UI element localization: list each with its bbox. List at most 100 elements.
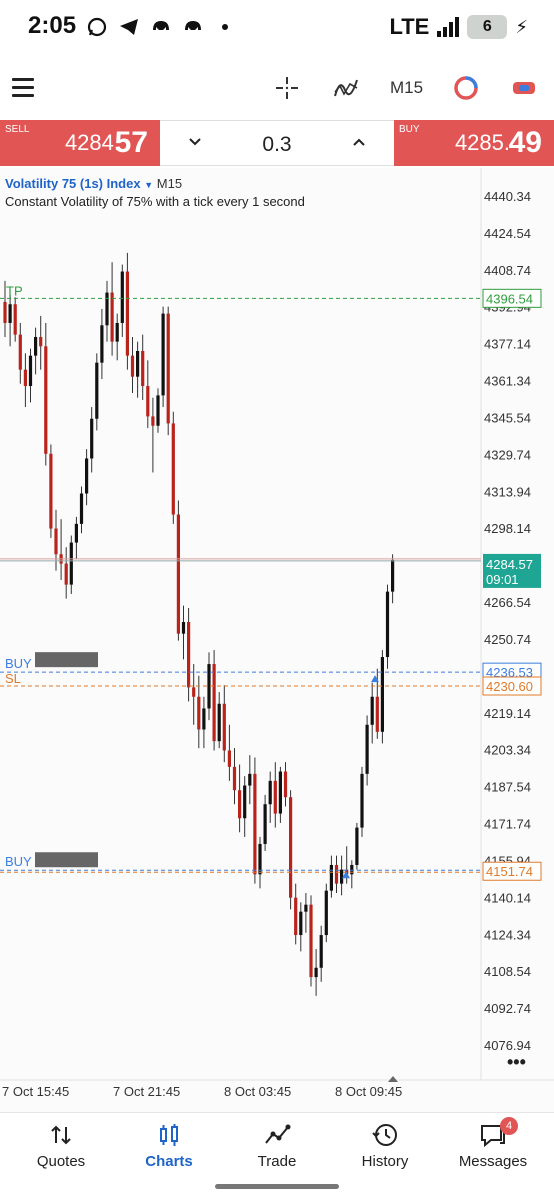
price-tick-label: 4313.94 <box>484 484 531 499</box>
scroll-to-end-icon <box>388 1076 398 1082</box>
candle-body <box>23 369 27 387</box>
nav-charts-label: Charts <box>145 1153 193 1170</box>
symbol-description: Constant Volatility of 75% with a tick e… <box>5 194 305 209</box>
redacted-profit-box-2 <box>35 852 98 868</box>
indicators-icon[interactable] <box>332 74 360 102</box>
candle-body <box>309 904 313 978</box>
sell-button[interactable]: SELL 4284. 57 <box>0 120 160 166</box>
nav-history[interactable]: History <box>330 1121 440 1170</box>
candle-body <box>176 514 180 634</box>
charts-icon <box>160 1124 178 1146</box>
price-tick-label: 4171.74 <box>484 817 531 832</box>
candle-body <box>166 313 170 424</box>
candle-body <box>294 897 298 936</box>
candle-body <box>171 423 175 515</box>
nav-trade-label: Trade <box>257 1153 297 1170</box>
objects-icon[interactable] <box>452 74 480 102</box>
candle-body <box>49 453 53 529</box>
candle-body <box>44 346 48 454</box>
candle-body <box>380 657 384 732</box>
candle-body <box>355 827 359 865</box>
candle-body <box>289 797 293 898</box>
app-notification-icon-2 <box>182 16 204 38</box>
time-tick-label: 7 Oct 15:45 <box>2 1084 69 1099</box>
price-tick-label: 4440.34 <box>484 189 531 204</box>
history-icon <box>372 1124 397 1146</box>
price-tick-label: 4187.54 <box>484 780 531 795</box>
nav-charts[interactable]: Charts <box>114 1121 224 1170</box>
candle-body <box>115 322 119 342</box>
candle-body <box>273 780 277 814</box>
symbol-name[interactable]: Volatility 75 (1s) Index <box>5 176 141 191</box>
candle-body <box>85 458 89 494</box>
chart-canvas[interactable]: 4440.344424.544408.744392.944377.144361.… <box>0 168 554 1112</box>
candle-body <box>365 724 369 774</box>
candle-body <box>375 696 379 732</box>
one-click-trading-icon[interactable] <box>510 74 538 102</box>
candle-body <box>125 271 129 356</box>
candle-body <box>314 967 318 978</box>
more-options-icon: ••• <box>507 1052 526 1072</box>
candle-body <box>238 790 242 819</box>
sell-label: SELL <box>5 124 30 135</box>
candle-body <box>74 523 78 543</box>
candle-body <box>227 750 231 767</box>
chart-timeframe: M15 <box>156 176 183 191</box>
buy-position-2-price-label: 4151.74 <box>486 864 533 879</box>
volume-input[interactable]: 0.3 <box>262 133 292 156</box>
candle-body <box>54 528 58 555</box>
candle-body <box>391 559 395 592</box>
sell-price: 4284. <box>64 130 120 155</box>
candle-body <box>263 804 267 844</box>
price-tick-label: 4408.74 <box>484 263 531 278</box>
candle-body <box>385 591 390 658</box>
menu-icon[interactable] <box>12 78 34 97</box>
buy-button[interactable]: BUY 4285. 49 <box>394 120 554 166</box>
price-chart[interactable]: 4440.344424.544408.744392.944377.144361.… <box>0 168 554 1112</box>
take-profit-label: TP <box>6 283 23 298</box>
timeframe-button[interactable]: M15 <box>390 78 424 97</box>
candle-body <box>39 336 43 347</box>
candle-body <box>207 664 211 709</box>
candle-body <box>232 766 237 791</box>
candle-body <box>28 355 33 387</box>
nav-quotes[interactable]: Quotes <box>6 1121 116 1170</box>
candle-body <box>64 563 68 585</box>
candle-body <box>268 780 272 805</box>
home-indicator[interactable] <box>215 1184 339 1189</box>
take-profit-price-box <box>482 288 542 308</box>
nav-messages[interactable]: 4 Messages <box>438 1117 548 1170</box>
candle-body <box>340 869 344 884</box>
volume-decrease-chevron-down-icon[interactable] <box>188 133 202 154</box>
signal-icon <box>437 17 460 37</box>
candle-body <box>100 325 104 363</box>
candle-body <box>192 687 196 697</box>
candle-body <box>324 890 328 936</box>
price-tick-label: 4345.54 <box>484 410 531 425</box>
candle-body <box>151 416 155 426</box>
time-tick-label: 8 Oct 03:45 <box>224 1084 291 1099</box>
price-tick-label: 4298.14 <box>484 521 531 536</box>
buy-position-2-price-box <box>482 861 542 881</box>
nav-trade[interactable]: Trade <box>222 1121 332 1170</box>
candle-body <box>3 301 7 323</box>
candle-body <box>181 621 186 634</box>
chart-title: Volatility 75 (1s) Index ▼ M15 <box>5 176 182 191</box>
stop-loss-price-label: 4230.60 <box>486 679 533 694</box>
messages-badge: 4 <box>500 1117 518 1135</box>
candle-body <box>334 864 339 884</box>
crosshair-icon[interactable] <box>273 74 301 102</box>
symbol-dropdown-icon[interactable]: ▼ <box>144 180 154 190</box>
candle-body <box>360 773 364 828</box>
candle-body <box>212 664 216 742</box>
volume-increase-chevron-up-icon[interactable] <box>352 133 366 154</box>
price-tick-label: 4377.14 <box>484 337 531 352</box>
chart-background <box>0 168 554 1112</box>
price-tick-label: 4266.54 <box>484 595 531 610</box>
status-time: 2:05 <box>28 12 77 39</box>
time-tick-label: 7 Oct 21:45 <box>113 1084 180 1099</box>
buy-entry-arrow-icon <box>371 675 379 683</box>
candle-body <box>79 493 84 524</box>
buy-position-1-label: BUY <box>5 656 32 671</box>
nav-quotes-label: Quotes <box>36 1153 86 1170</box>
